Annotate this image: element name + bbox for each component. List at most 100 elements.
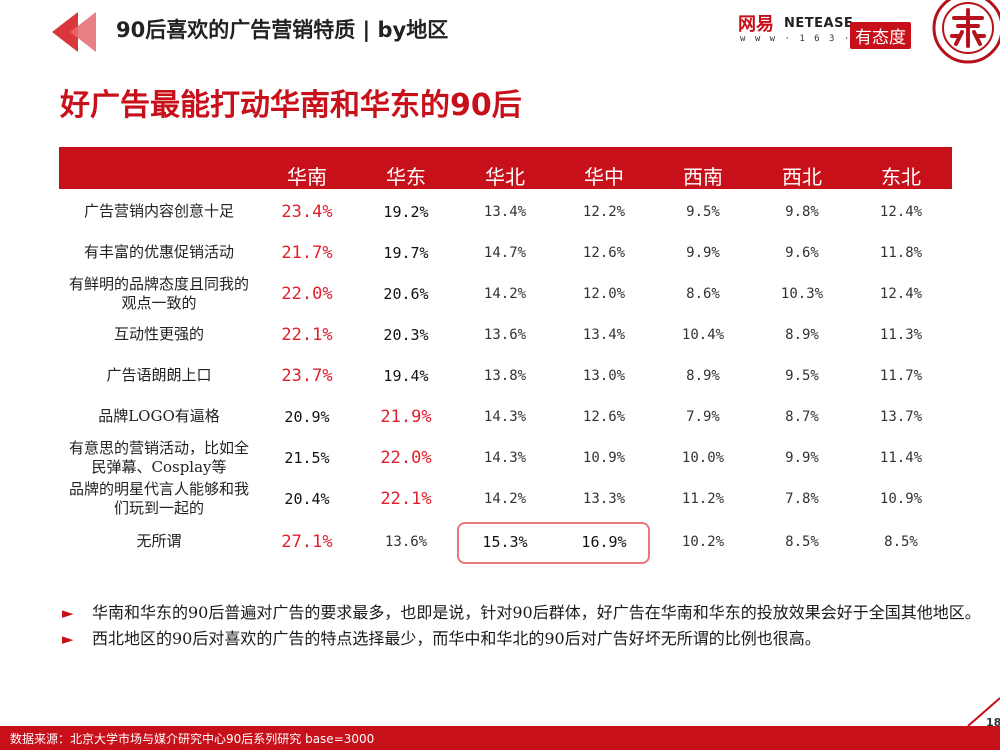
table-cell: 8.9%: [686, 367, 720, 384]
table-cell: 22.0%: [380, 447, 432, 468]
row-label: 广告语朗朗上口: [106, 366, 212, 384]
table-cell: 7.8%: [785, 490, 819, 507]
youtaidu-badge: 有态度: [850, 22, 911, 49]
table-cell: 20.6%: [383, 284, 429, 303]
table-row: 品牌的明星代言人能够和我们玩到一起的 20.4% 22.1% 14.2% 13.…: [59, 478, 952, 519]
table-cell: 22.1%: [380, 488, 432, 509]
table-cell: 8.5%: [884, 533, 918, 550]
table-cell: 16.9%: [581, 532, 627, 551]
netease-logo: 网易 NETEASE w w w · 1 6 3 · c o m 有态度: [738, 10, 918, 49]
table-cell: 21.5%: [284, 448, 330, 467]
table-cell: 14.3%: [483, 408, 527, 425]
row-label: 有丰富的优惠促销活动: [83, 243, 234, 261]
table-cell: 11.7%: [879, 367, 923, 384]
table-cell: 12.4%: [879, 203, 923, 220]
table-cell: 13.6%: [483, 326, 527, 343]
table-cell: 11.3%: [879, 326, 923, 343]
table-cell: 13.7%: [879, 408, 923, 425]
row-label: 互动性更强的: [113, 325, 204, 343]
row-label: 无所谓: [136, 532, 182, 550]
table-cell: 19.4%: [383, 366, 429, 385]
table-cell: 13.0%: [582, 367, 626, 384]
bullet-item: ► 华南和华东的90后普遍对广告的要求最多，也即是说，针对90后群体，好广告在华…: [60, 602, 990, 624]
table-cell: 7.9%: [686, 408, 720, 425]
table-cell: 11.8%: [879, 244, 923, 261]
page-number: 18: [986, 716, 1000, 729]
table-cell: 9.5%: [686, 203, 720, 220]
bullet-list: ► 华南和华东的90后普遍对广告的要求最多，也即是说，针对90后群体，好广告在华…: [60, 602, 990, 654]
table-cell: 12.6%: [582, 408, 626, 425]
table-cell: 12.6%: [582, 244, 626, 261]
region-table: 华南 华东 华北 华中 西南 西北 东北 广告营销内容创意十足 23.4% 19…: [59, 147, 952, 552]
footer-source: 数据来源：北京大学市场与媒介研究中心90后系列研究 base=3000: [10, 732, 375, 746]
netease-logo-url: w w w · 1 6 3 · c o m: [740, 34, 896, 44]
table-cell: 20.3%: [383, 325, 429, 344]
table-cell: 20.9%: [284, 407, 330, 426]
bullet-text: 西北地区的90后对喜欢的广告的特点选择最少，而华中和华北的90后对广告好坏无所谓…: [92, 629, 821, 648]
table-row: 有意思的营销活动，比如全民弹幕、Cosplay等 21.5% 22.0% 14.…: [59, 437, 952, 478]
table-cell: 19.2%: [383, 202, 429, 221]
peking-university-seal-icon: [922, 0, 1000, 72]
row-label: 品牌的明星代言人能够和我们玩到一起的: [68, 479, 249, 517]
table-row: 广告营销内容创意十足 23.4% 19.2% 13.4% 12.2% 9.5% …: [59, 191, 952, 232]
table-cell: 8.6%: [686, 285, 720, 302]
table-row: 品牌LOGO有逼格 20.9% 21.9% 14.3% 12.6% 7.9% 8…: [59, 396, 952, 437]
table-cell: 13.4%: [483, 203, 527, 220]
table-cell: 13.3%: [582, 490, 626, 507]
footer-bar: 数据来源：北京大学市场与媒介研究中心90后系列研究 base=3000: [0, 726, 1000, 750]
bullet-text: 华南和华东的90后普遍对广告的要求最多，也即是说，针对90后群体，好广告在华南和…: [92, 603, 981, 622]
table-cell: 8.9%: [785, 326, 819, 343]
table-cell: 20.4%: [284, 489, 330, 508]
table-cell: 22.1%: [281, 324, 333, 345]
table-cell: 9.6%: [785, 244, 819, 261]
table-cell: 11.4%: [879, 449, 923, 466]
table-row: 无所谓 27.1% 13.6% 15.3% 16.9% 10.2% 8.5% 8…: [59, 521, 952, 562]
table-cell: 23.7%: [281, 365, 333, 386]
col-header-xinan: 西南: [683, 165, 723, 189]
table-row: 互动性更强的 22.1% 20.3% 13.6% 13.4% 10.4% 8.9…: [59, 314, 952, 355]
table-cell: 22.0%: [281, 283, 333, 304]
page-corner-icon: [960, 696, 1000, 730]
col-header-huazhong: 华中: [584, 165, 624, 189]
table-cell: 9.9%: [686, 244, 720, 261]
table-cell: 12.2%: [582, 203, 626, 220]
table-cell: 15.3%: [482, 532, 528, 551]
table-cell: 10.9%: [879, 490, 923, 507]
table-cell: 10.3%: [780, 285, 824, 302]
slide-subtitle: 好广告最能打动华南和华东的90后: [60, 88, 522, 123]
bullet-triangle-icon: ►: [62, 630, 74, 648]
table-cell: 9.8%: [785, 203, 819, 220]
table-cell: 14.7%: [483, 244, 527, 261]
col-header-huadong: 华东: [386, 165, 426, 189]
col-header-huabei: 华北: [485, 165, 525, 189]
bullet-item: ► 西北地区的90后对喜欢的广告的特点选择最少，而华中和华北的90后对广告好坏无…: [60, 628, 990, 650]
table-cell: 12.4%: [879, 285, 923, 302]
bullet-triangle-icon: ►: [62, 604, 74, 622]
row-label: 有鲜明的品牌态度且同我的观点一致的: [68, 274, 249, 312]
slide-header-title: 90后喜欢的广告营销特质 | by地区: [116, 18, 449, 42]
table-cell: 23.4%: [281, 201, 333, 222]
table-cell: 10.4%: [681, 326, 725, 343]
table-cell: 19.7%: [383, 243, 429, 262]
table-cell: 27.1%: [281, 531, 333, 552]
netease-logo-en: NETEASE: [784, 16, 854, 31]
table-cell: 14.2%: [483, 285, 527, 302]
table-cell: 13.8%: [483, 367, 527, 384]
table-cell: 8.5%: [785, 533, 819, 550]
table-cell: 11.2%: [681, 490, 725, 507]
table-row: 有鲜明的品牌态度且同我的观点一致的 22.0% 20.6% 14.2% 12.0…: [59, 273, 952, 314]
table-cell: 9.9%: [785, 449, 819, 466]
table-cell: 12.0%: [582, 285, 626, 302]
table-cell: 9.5%: [785, 367, 819, 384]
highlight-box: [457, 522, 650, 564]
row-label: 有意思的营销活动，比如全民弹幕、Cosplay等: [68, 438, 249, 476]
table-cell: 10.2%: [681, 533, 725, 550]
table-cell: 21.9%: [380, 406, 432, 427]
netease-logo-cn: 网易: [738, 14, 774, 35]
row-label: 广告营销内容创意十足: [83, 202, 234, 220]
table-cell: 14.2%: [483, 490, 527, 507]
table-cell: 13.6%: [384, 533, 428, 550]
table-row: 有丰富的优惠促销活动 21.7% 19.7% 14.7% 12.6% 9.9% …: [59, 232, 952, 273]
header-arrow-icon: [50, 10, 100, 58]
table-cell: 13.4%: [582, 326, 626, 343]
